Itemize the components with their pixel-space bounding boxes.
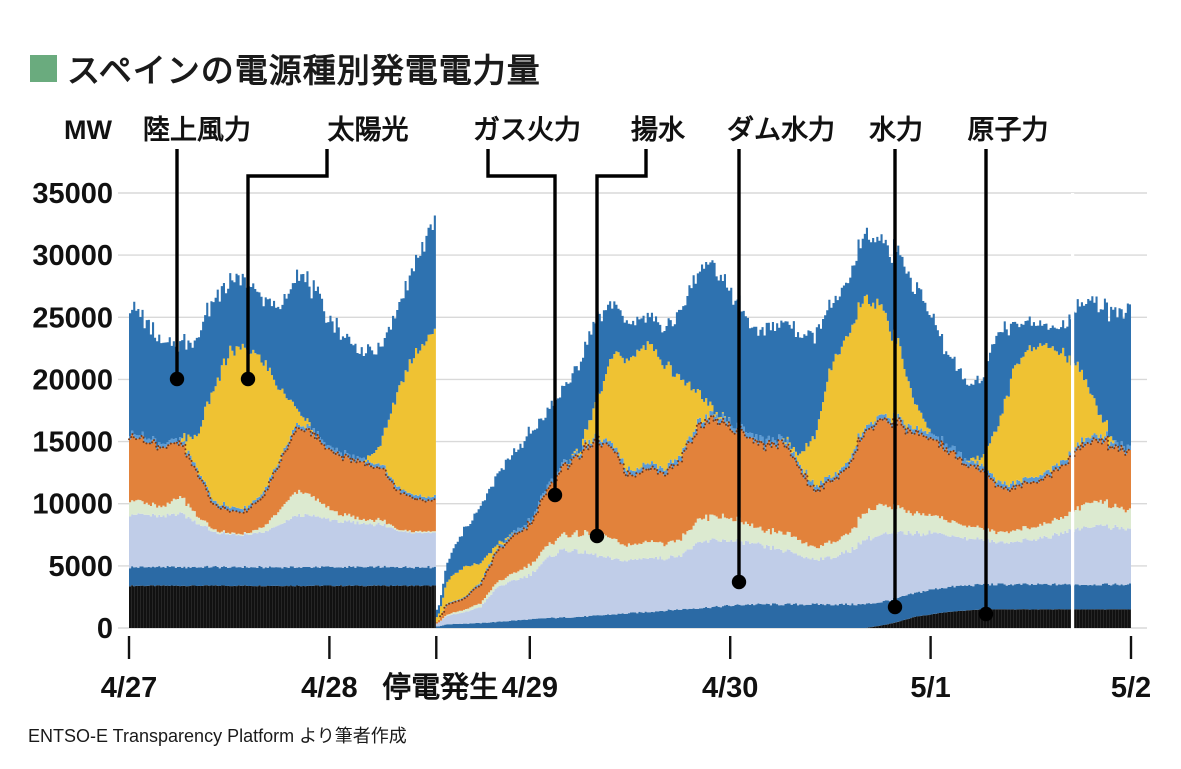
series-area-hydro [129,565,1131,628]
callout-line-gas [486,149,557,495]
legend-label-dam: ダム水力 [727,114,835,145]
source-note: ENTSO-E Transparency Platform より筆者作成 [28,726,407,746]
y-label-30000: 30000 [32,240,113,272]
series-area-dam [129,512,1131,627]
gas-dotted-border [128,414,1132,618]
data-gap-line [1071,193,1075,630]
legend-label-solar: 太陽光 [328,115,409,145]
callout-dot-pumped [589,528,605,544]
y-label-10000: 10000 [32,489,113,521]
y-label-5000: 5000 [48,551,113,583]
callout-dot-hydro [887,599,903,615]
callout-dot-solar [240,371,256,387]
callout-dot-gas [547,487,563,503]
x-label-5/2: 5/2 [1111,672,1151,704]
y-label-0: 0 [97,613,113,645]
callout-dot-wind [169,371,185,387]
nuclear-stripe-texture [129,585,1131,628]
series-area-wind [129,215,1131,618]
series-area-pumped [129,489,1131,624]
x-label-4/30: 4/30 [702,672,758,704]
callout-dot-nuclear [978,606,994,622]
figure-title: スペインの電源種別発電電力量 [67,52,541,89]
figure-title-row: スペインの電源種別発電電力量 [30,44,541,92]
y-label-20000: 20000 [32,364,113,396]
x-label-5/1: 5/1 [910,672,950,704]
callout-line-pumped [595,149,648,536]
y-label-15000: 15000 [32,427,113,459]
x-label-4/29: 4/29 [502,672,558,704]
y-label-35000: 35000 [32,178,113,210]
legend-label-pumped: 揚水 [631,115,686,145]
legend-label-gas: ガス火力 [473,115,581,145]
legend-label-hydro: 水力 [869,115,923,145]
x-label-4/27: 4/27 [101,672,157,704]
x-label-4/28: 4/28 [301,672,357,704]
series-area-solar [129,294,1131,622]
y-label-25000: 25000 [32,302,113,334]
x-label-blackout-event: 停電発生 [382,670,498,704]
legend-label-nuclear: 原子力 [968,115,1049,145]
legend-label-wind: 陸上風力 [143,115,251,145]
callout-dot-dam [731,574,747,590]
y-axis-unit-label: MW [64,115,112,145]
callout-line-solar [246,149,329,379]
title-square-icon [30,54,57,82]
